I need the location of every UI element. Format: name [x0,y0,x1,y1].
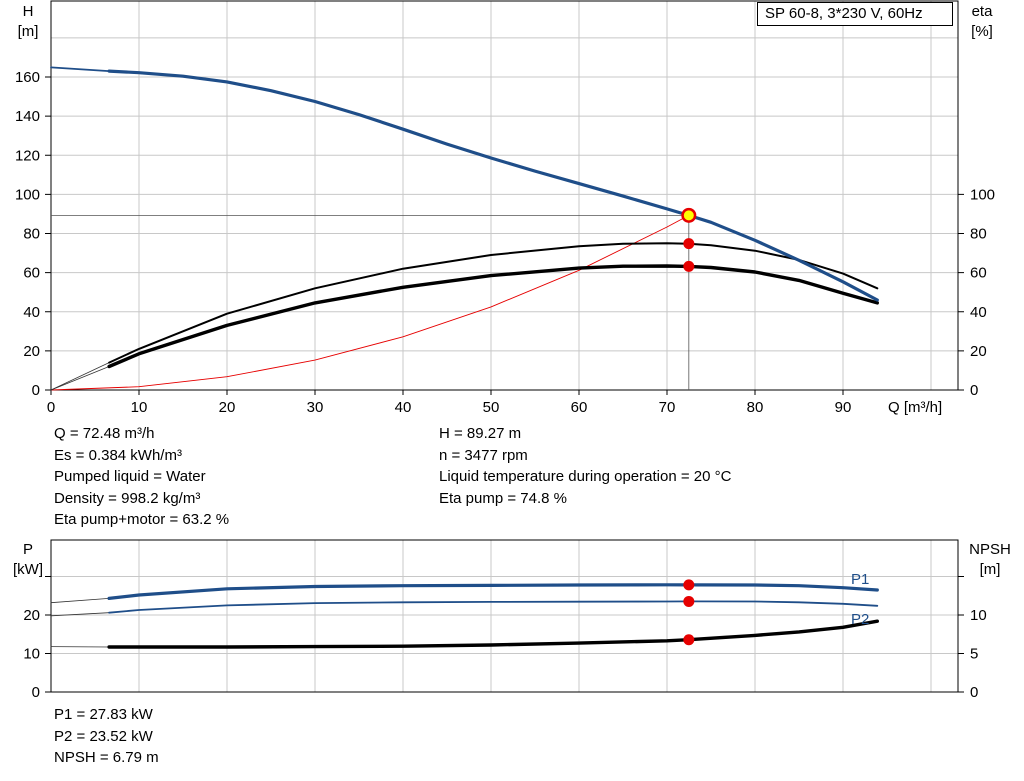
info-density: Density = 998.2 kg/m³ [54,489,201,507]
x-tick-label: 60 [571,399,588,416]
y-tick-label: 60 [23,265,40,282]
y-tick-label: 100 [15,186,40,203]
x-tick-label: 30 [307,399,324,416]
y-tick-label: 40 [23,304,40,321]
curve-eta-pump-motor [107,264,879,369]
info-pumped-liquid: Pumped liquid = Water [54,468,206,485]
info-bottom: P1 = 27.83 kW P2 = 23.52 kW NPSH = 6.79 … [54,704,159,769]
info-liquid-temperature: Liquid temperature during operation = 20… [439,468,732,485]
curve-p2 [108,600,879,614]
curve-h-extrapolated [50,66,110,72]
curve-system-curve [50,214,690,391]
y2-tick-label: 20 [970,343,987,360]
bottom-plot-area [51,540,958,692]
x-tick-label: 50 [483,399,500,416]
op-marker-eta-pump-motor [683,260,695,272]
x-tick-label: 0 [47,399,55,416]
op-marker-eta-pump [683,238,695,250]
op-marker-npsh [683,634,695,646]
x-tick-label: 40 [395,399,412,416]
curve-eta-pump [108,242,879,364]
y-tick-label: 20 [23,343,40,360]
y-tick-label: 160 [15,69,40,86]
npsh-axis-label-name: NPSH [969,541,1011,558]
x-tick-label: 90 [835,399,852,416]
info-p1: P1 = 27.83 kW [54,706,153,723]
y-tick-label: 80 [23,226,40,243]
top-plot-area [51,1,958,390]
info-top-right: H = 89.27 m n = 3477 rpm Liquid temperat… [439,423,731,509]
info-flow: Q = 72.48 m³/h [54,425,155,442]
y2-tick-label: 40 [970,304,987,321]
p-tick-label: 0 [32,684,40,701]
info-head: H = 89.27 m [439,425,522,442]
y-tick-label: 120 [15,147,40,164]
curve-p2-extrapolated [50,612,110,617]
op-marker-p2 [683,595,695,607]
curve-eta-pump-motor-extrapolated [50,366,110,391]
info-p2: P2 = 23.52 kW [54,727,153,745]
y2-axis-label-name: eta [972,3,994,20]
p-axis-label-name: P [23,541,33,558]
p-tick-label: 10 [23,646,40,663]
y-axis-label-name: H [23,3,34,20]
top-plot-frame [50,0,959,391]
x-tick-label: 10 [131,399,148,416]
npsh-axis-label-unit: [m] [980,561,1001,578]
product-label: SP 60-8, 3*230 V, 60Hz [757,2,953,26]
series-label-p1: P1 [851,571,869,588]
y-tick-label: 0 [32,382,40,399]
y2-tick-label: 0 [970,382,978,399]
x-tick-label: 20 [219,399,236,416]
p-axis-label-unit: [kW] [13,561,43,578]
y2-tick-label: 80 [970,226,987,243]
y2-tick-label: 60 [970,265,987,282]
info-speed: n = 3477 rpm [439,446,528,464]
npsh-tick-label: 0 [970,684,978,701]
series-label-p2: P2 [851,611,869,628]
y2-axis-label-unit: [%] [971,23,993,40]
x-tick-label: 70 [659,399,676,416]
y2-tick-label: 100 [970,186,995,203]
op-marker-p1 [683,579,695,591]
x-axis-label: Q [m³/h] [888,399,942,416]
curve-eta-pump-extrapolated [50,362,110,391]
p-tick-label: 20 [23,607,40,624]
info-eta-pump: Eta pump = 74.8 % [439,489,567,507]
curve-npsh [107,619,879,649]
info-specific-energy: Es = 0.384 kWh/m³ [54,446,182,464]
curve-h [107,69,879,302]
y-axis-label-unit: [m] [18,23,39,40]
curve-p1-extrapolated [50,598,110,604]
info-top-left: Q = 72.48 m³/h Es = 0.384 kWh/m³ Pumped … [54,423,229,531]
info-eta-pump-motor: Eta pump+motor = 63.2 % [54,511,230,528]
npsh-tick-label: 10 [970,607,987,624]
x-tick-label: 80 [747,399,764,416]
op-marker-head [683,210,694,221]
y-tick-label: 140 [15,108,40,125]
info-npsh: NPSH = 6.79 m [54,749,159,766]
curve-p1 [107,583,879,600]
npsh-tick-label: 5 [970,646,978,663]
